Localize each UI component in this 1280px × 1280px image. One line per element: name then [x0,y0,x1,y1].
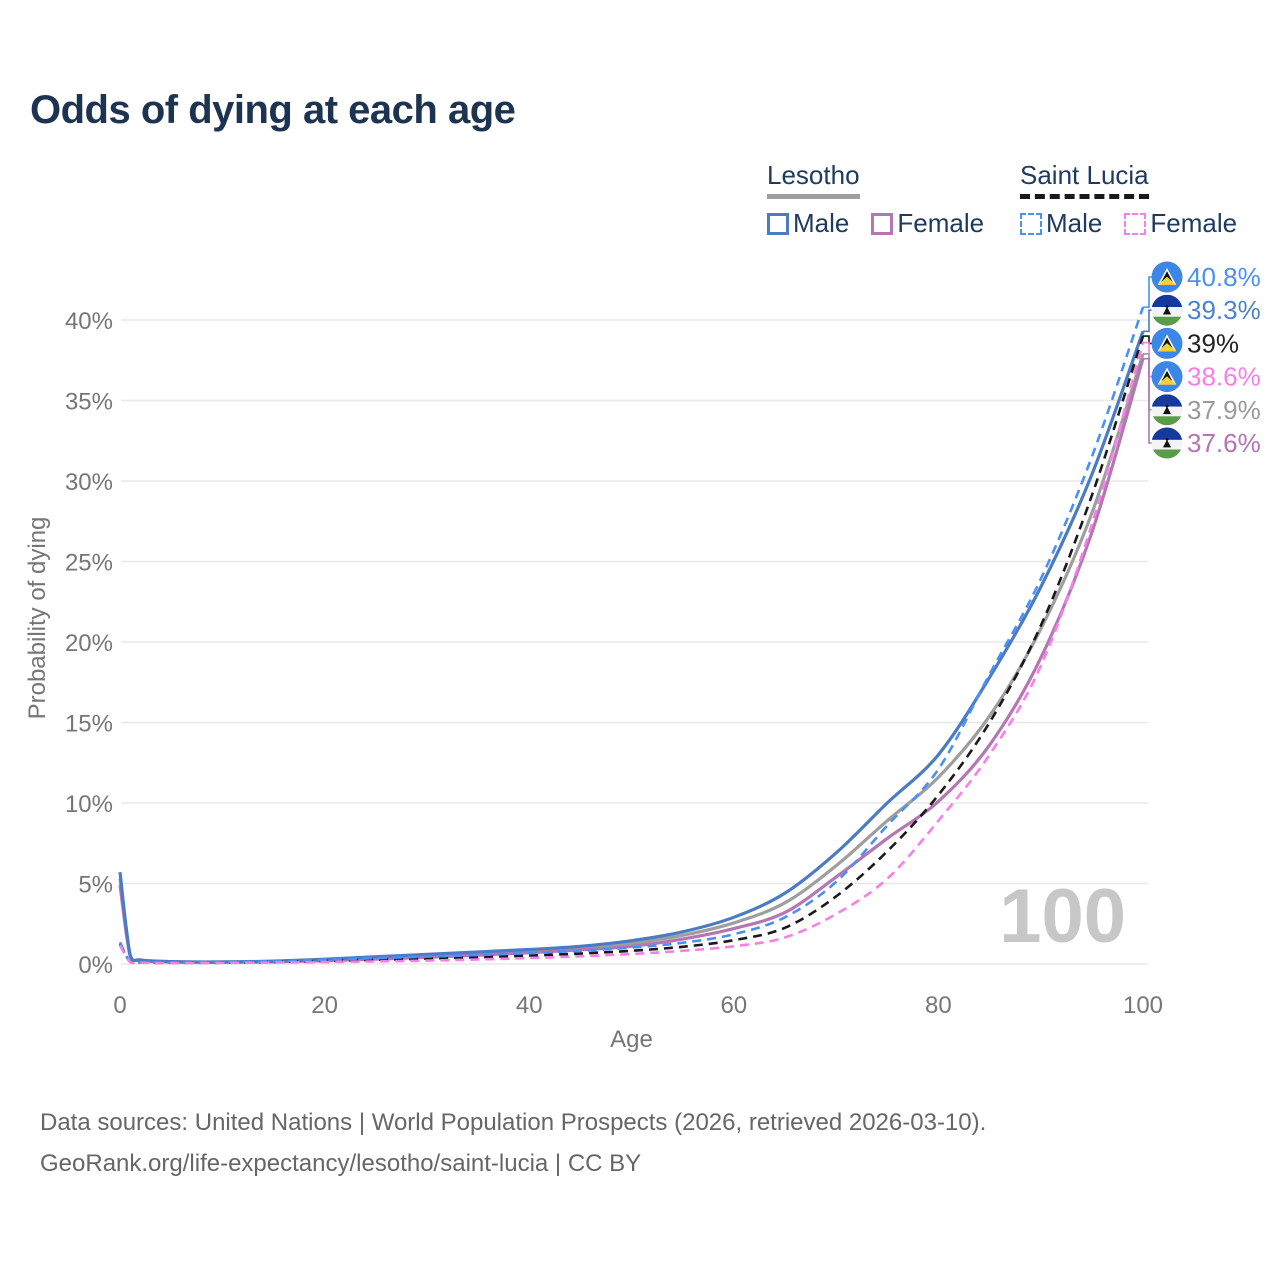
legend-group-saint-lucia: Saint Lucia Male Female [1020,160,1237,239]
series-line-lesotho[interactable] [118,353,1145,964]
end-value-label: 37.6% [1187,428,1261,458]
end-value-label: 40.8% [1187,262,1261,292]
legend-item-saint-lucia-male[interactable]: Male [1020,208,1102,239]
age-watermark: 100 [999,874,1126,959]
y-tick-label: 10% [65,791,113,818]
end-value-label: 38.6% [1187,362,1261,392]
series-line-saint-lucia-male[interactable] [118,306,1145,965]
legend-label: Female [897,208,985,238]
flag-saint-lucia-icon [1151,361,1183,393]
x-tick-label: 0 [113,992,126,1019]
legend-swatch-saint-lucia-female-icon [1124,212,1147,235]
flag-saint-lucia-icon [1151,261,1183,293]
y-tick-label: 40% [65,308,113,335]
end-value-label: 39% [1187,328,1239,358]
legend-swatch-lesotho-male-icon [767,212,789,235]
y-tick-label: 25% [65,550,113,577]
legend-label: Male [1046,208,1103,238]
y-axis-title: Probability of dying [24,517,51,720]
flag-saint-lucia-icon [1151,327,1183,359]
flag-lesotho-icon [1151,394,1183,426]
y-tick-label: 0% [78,952,113,979]
legend-label: Female [1150,208,1238,238]
legend-group-lesotho: Lesotho Male Female [767,160,984,239]
legend-swatch-saint-lucia-male-icon [1020,212,1042,235]
y-tick-label: 5% [78,872,113,899]
y-tick-label: 35% [65,389,113,416]
series-line-saint-lucia-female[interactable] [118,342,1145,965]
legend-group-title-lesotho: Lesotho [767,160,860,199]
flag-lesotho-icon [1151,294,1183,326]
legend-items-saint-lucia: Male Female [1020,208,1237,239]
flag-lesotho-icon [1151,427,1183,459]
x-tick-label: 40 [516,992,543,1019]
y-tick-label: 30% [65,469,113,496]
x-tick-label: 60 [720,992,747,1019]
footer-line-2: GeoRank.org/life-expectancy/lesotho/sain… [40,1150,642,1177]
footer-line-1: Data sources: United Nations | World Pop… [40,1109,987,1136]
series-line-saint-lucia[interactable] [118,335,1145,965]
end-value-label: 39.3% [1187,295,1261,325]
legend-items-lesotho: Male Female [767,208,984,239]
legend-item-lesotho-male[interactable]: Male [767,208,849,239]
x-tick-label: 80 [925,992,952,1019]
x-tick-label: 100 [1123,992,1163,1019]
end-value-label: 37.9% [1187,395,1261,425]
x-axis-title: Age [610,1026,653,1053]
data-source-footer: Data sources: United Nations | World Pop… [40,1102,986,1184]
series-line-lesotho-female[interactable] [118,358,1145,964]
legend-swatch-lesotho-female-icon [871,212,894,235]
y-tick-label: 15% [65,711,113,738]
legend-item-saint-lucia-female[interactable]: Female [1124,208,1237,239]
page-title: Odds of dying at each age [30,88,516,132]
legend-item-lesotho-female[interactable]: Female [871,208,984,239]
legend-group-title-saint-lucia: Saint Lucia [1020,160,1149,199]
x-tick-label: 20 [311,992,338,1019]
series-line-lesotho-male[interactable] [118,330,1145,964]
legend-label: Male [793,208,850,238]
y-tick-label: 20% [65,630,113,657]
